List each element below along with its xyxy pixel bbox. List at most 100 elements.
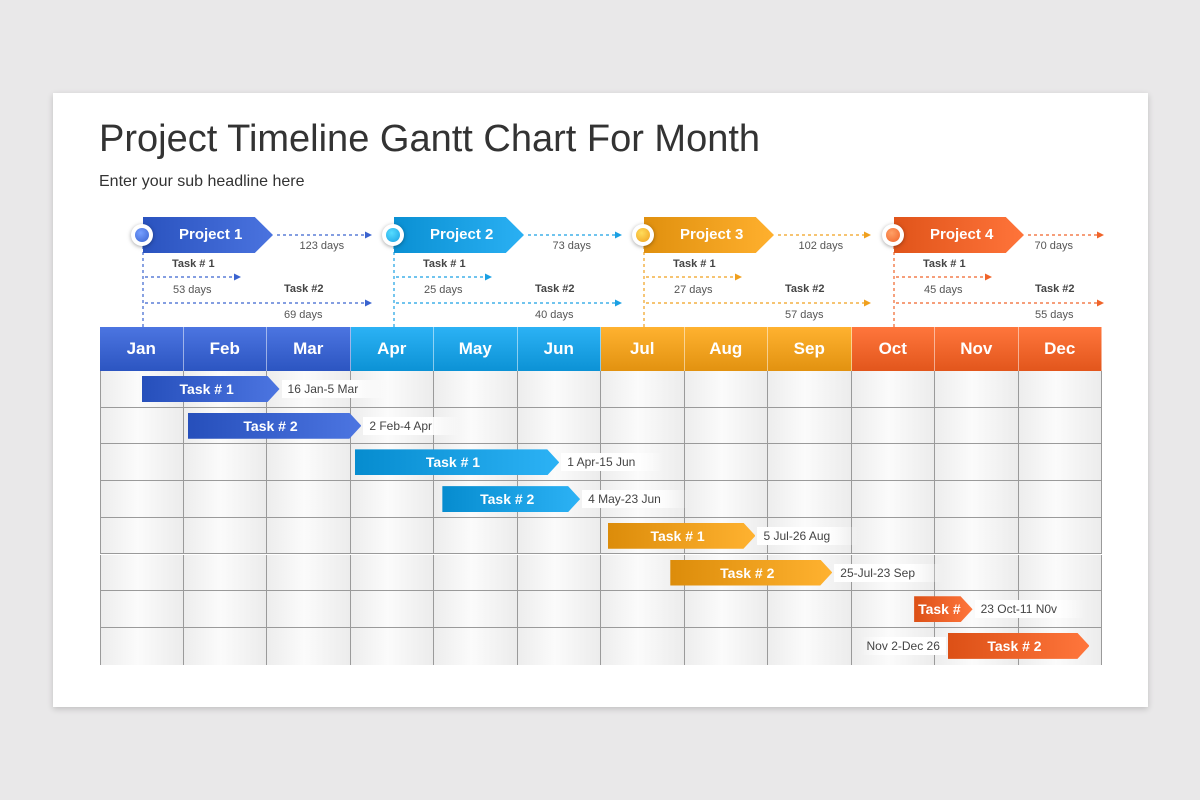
grid-cell — [684, 591, 768, 628]
arrow-head-icon — [1097, 231, 1104, 239]
grid-cell — [851, 444, 935, 482]
task-bar: Task # 1 — [142, 376, 280, 402]
grid-cell — [768, 591, 852, 628]
grid-cell — [768, 371, 852, 408]
grid-cell — [267, 517, 351, 555]
task1-title: Task # 1 — [673, 258, 716, 270]
project-tag: Project 3 — [644, 217, 774, 253]
month-header-nov: Nov — [935, 327, 1019, 371]
task2-duration: 69 days — [284, 309, 323, 321]
grid-cell — [851, 481, 935, 518]
grid-cell — [434, 627, 518, 665]
grid-cell — [434, 591, 518, 628]
task-bar: Task # 1 — [608, 523, 756, 549]
task2-title: Task #2 — [1035, 283, 1075, 295]
task-range-label: 25-Jul-23 Sep — [834, 563, 943, 582]
grid-cell — [183, 481, 267, 518]
month-header-apr: Apr — [350, 327, 434, 371]
project-marker-dot-icon — [135, 228, 149, 242]
task-range-label: 23 Oct-11 N0v — [974, 600, 1086, 619]
project-marker-icon — [882, 224, 904, 246]
project-marker-dot-icon — [386, 228, 400, 242]
arrow-head-icon — [1097, 299, 1104, 307]
grid-cell — [183, 554, 267, 592]
grid-cell — [684, 371, 768, 408]
project-duration-label: 102 days — [798, 240, 844, 252]
arrow-head-icon — [365, 299, 372, 307]
grid-cell — [517, 407, 601, 445]
month-header-dec: Dec — [1018, 327, 1102, 371]
grid-cell — [935, 407, 1019, 445]
grid-cell — [935, 481, 1019, 518]
task2-title: Task #2 — [785, 283, 825, 295]
grid-cell — [434, 517, 518, 555]
grid-cell — [1018, 481, 1102, 518]
grid-cell — [100, 517, 184, 555]
grid-cell — [267, 481, 351, 518]
task1-duration: 27 days — [674, 284, 713, 296]
project-duration-label: 70 days — [1034, 240, 1074, 252]
project-duration-label: 123 days — [299, 240, 345, 252]
project-marker-dot-icon — [886, 228, 900, 242]
grid-cell — [1018, 554, 1102, 592]
grid-cell — [601, 407, 685, 445]
page-subtitle: Enter your sub headline here — [99, 173, 305, 190]
month-header-jan: Jan — [100, 327, 184, 371]
project-tag: Project 1 — [143, 217, 273, 253]
grid-cell — [851, 517, 935, 555]
grid-cell — [517, 517, 601, 555]
grid-cell — [684, 444, 768, 482]
task-bar: Task # 1 — [355, 449, 560, 475]
grid-cell — [183, 517, 267, 555]
grid-cell — [267, 591, 351, 628]
grid-cell — [684, 627, 768, 665]
grid-cell — [851, 371, 935, 408]
project-duration-label: 73 days — [552, 240, 592, 252]
month-header-may: May — [434, 327, 518, 371]
arrow-head-icon — [485, 273, 492, 281]
task2-duration: 57 days — [785, 309, 824, 321]
project-tag: Project 4 — [894, 217, 1024, 253]
task1-title: Task # 1 — [423, 258, 466, 270]
task-range-label: 2 Feb-4 Apr — [363, 416, 461, 435]
arrow-head-icon — [985, 273, 992, 281]
task2-title: Task #2 — [535, 283, 575, 295]
grid-cell — [517, 371, 601, 408]
grid-cell — [350, 554, 434, 592]
grid-cell — [100, 591, 184, 628]
task-range-label: Nov 2-Dec 26 — [860, 636, 946, 655]
month-header-jul: Jul — [601, 327, 685, 371]
month-header-oct: Oct — [851, 327, 935, 371]
grid-cell — [100, 444, 184, 482]
grid-cell — [684, 481, 768, 518]
task-bar: Task # 2 — [442, 486, 580, 512]
grid-cell — [183, 627, 267, 665]
grid-cell — [935, 517, 1019, 555]
grid-cell — [183, 591, 267, 628]
task-range-label: 4 May-23 Jun — [582, 490, 689, 509]
task-bar: Task # 2 — [188, 413, 362, 439]
project-marker-dot-icon — [636, 228, 650, 242]
project-marker-icon — [632, 224, 654, 246]
page-title: Project Timeline Gantt Chart For Month — [99, 118, 761, 160]
grid-cell — [768, 627, 852, 665]
month-header-jun: Jun — [517, 327, 601, 371]
grid-cell — [1018, 371, 1102, 408]
task-range-label: 1 Apr-15 Jun — [561, 453, 664, 472]
task2-title: Task #2 — [284, 283, 324, 295]
arrow-head-icon — [365, 231, 372, 239]
grid-cell — [601, 627, 685, 665]
arrow-head-icon — [864, 299, 871, 307]
arrow-head-icon — [735, 273, 742, 281]
grid-cell — [100, 407, 184, 445]
task-range-label: 16 Jan-5 Mar — [281, 380, 387, 398]
grid-cell — [183, 444, 267, 482]
project-marker-icon — [382, 224, 404, 246]
month-header-feb: Feb — [183, 327, 267, 371]
grid-cell — [601, 371, 685, 408]
task1-duration: 25 days — [424, 284, 463, 296]
task2-duration: 40 days — [535, 309, 574, 321]
grid-cell — [601, 591, 685, 628]
grid-cell — [935, 371, 1019, 408]
